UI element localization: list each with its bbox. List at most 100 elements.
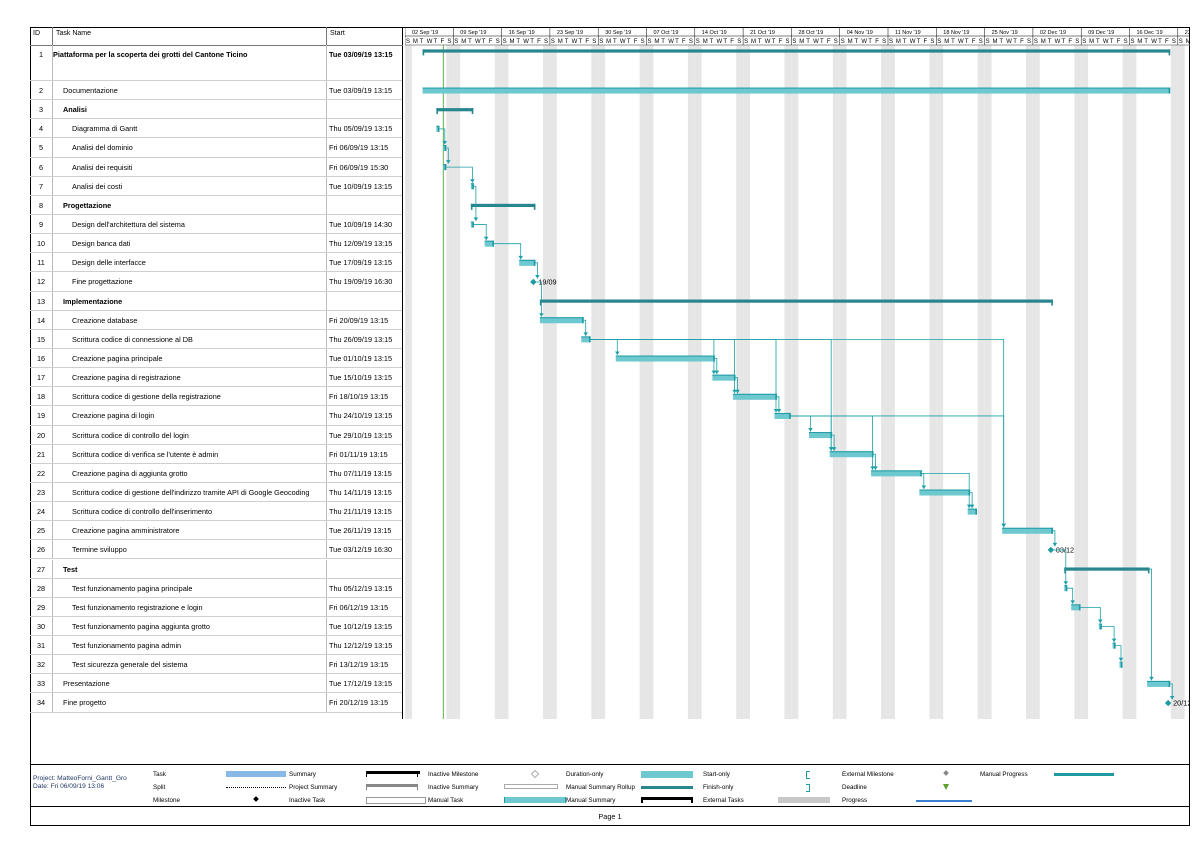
table-row[interactable]: 24 Scrittura codice di controllo dell'ins… — [30, 502, 402, 522]
table-row[interactable]: 8 Progettazione — [30, 195, 402, 215]
day-letter: W — [1151, 39, 1157, 45]
dependency-link — [494, 243, 522, 260]
column-header-start[interactable]: Start — [330, 30, 345, 37]
dependency-arrowhead — [921, 485, 927, 490]
day-letter: W — [861, 39, 867, 45]
week-label: 11 Nov '19 — [895, 30, 921, 36]
day-letter: M — [944, 39, 949, 45]
task-id: 31 — [30, 636, 53, 655]
table-row[interactable]: 17 Creazione pagina di registrazione Tue 1… — [30, 368, 402, 388]
weekend-shade — [687, 45, 695, 719]
legend-symbol-part — [366, 771, 367, 777]
table-row[interactable]: 19 Creazione pagina di login Thu 24/10/19 … — [30, 406, 402, 426]
table-row[interactable]: 5 Analisi del dominio Fri 06/09/19 13:15 — [30, 138, 402, 158]
table-row[interactable]: 30 Test funzionamento pagina aggiunta gro… — [30, 616, 402, 637]
dependency-arrowhead — [442, 140, 448, 145]
table-row[interactable]: 22 Creazione pagina di aggiunta grotto Thu… — [30, 463, 402, 483]
table-row[interactable]: 27 Test — [30, 559, 402, 579]
day-letter: T — [661, 39, 665, 45]
day-letter: S — [447, 39, 451, 45]
legend-label-duration-only: Duration-only — [566, 771, 604, 778]
table-row[interactable]: 31 Test funzionamento pagina admin Thu 12/… — [30, 636, 402, 656]
task-bar-top-edge — [1147, 680, 1171, 682]
task-bar — [615, 355, 715, 362]
task-bar — [712, 374, 736, 381]
day-letter: T — [1096, 39, 1100, 45]
legend-symbol-project-summary — [366, 784, 428, 792]
milestone-diamond — [1047, 546, 1055, 554]
day-letter: M — [799, 39, 804, 45]
table-row[interactable]: 25 Creazione pagina amministratore Tue 26/… — [30, 521, 402, 541]
table-row[interactable]: 3 Analisi — [30, 100, 402, 120]
dependency-arrowhead — [518, 255, 523, 260]
table-row[interactable]: 28 Test funzionamento pagina principale Th… — [30, 578, 402, 598]
table-row[interactable]: 20 Scrittura codice di controllo del logi… — [30, 425, 402, 445]
dependency-arrowhead — [1063, 581, 1069, 585]
dependency-arrowhead — [1052, 542, 1058, 547]
dependency-arrowhead — [1070, 600, 1075, 604]
column-header-id[interactable]: ID — [30, 27, 53, 45]
legend-symbol-manual-summary-rollup — [641, 784, 703, 792]
table-row[interactable]: 21 Scrittura codice di verifica se l'uten… — [30, 444, 402, 464]
table-row[interactable]: 29 Test funzionamento registrazione e log… — [30, 597, 402, 617]
summary-bar — [1064, 567, 1150, 571]
day-letter: T — [1062, 39, 1066, 45]
weekend-shade — [1032, 45, 1040, 719]
table-row[interactable]: 1 Piattaforma per la scoperta dei grotti … — [30, 45, 402, 81]
legend-label-manual-progress: Manual Progress — [980, 771, 1028, 778]
table-row[interactable]: 11 Design delle interfacce Tue 17/09/19 13… — [30, 253, 402, 273]
task-bar-top-edge — [967, 508, 978, 510]
table-row[interactable]: 10 Design banca dati Thu 12/09/19 13:15 — [30, 234, 402, 254]
task-bar — [1002, 527, 1053, 534]
day-letter: T — [806, 39, 810, 45]
task-start: Fri 20/12/19 13:15 — [329, 698, 389, 708]
legend-label-external-milestone: External Milestone — [842, 771, 894, 778]
dependency-link — [1115, 645, 1122, 662]
day-letter: F — [875, 39, 879, 45]
table-row[interactable]: 16 Creazione pagina principale Tue 01/10/1… — [30, 348, 402, 369]
weekend-shade — [591, 45, 599, 719]
table-row[interactable]: 18 Scrittura codice di gestione della reg… — [30, 387, 402, 407]
table-row[interactable]: 26 Termine sviluppo Tue 03/12/19 16:30 — [30, 540, 402, 560]
dependency-link — [1149, 568, 1152, 681]
table-row[interactable]: 9 Design dell'architettura del sistema Tue… — [30, 214, 402, 235]
table-row[interactable]: 15 Scrittura codice di connessione al DB T… — [30, 329, 402, 349]
task-name: Analisi — [53, 100, 327, 119]
task-bar — [871, 470, 922, 477]
page-footer: Page 1 — [30, 806, 1190, 826]
day-letter: F — [1020, 39, 1024, 45]
table-row[interactable]: 4 Diagramma di Gantt Thu 05/09/19 13:15 — [30, 119, 402, 139]
table-row[interactable]: 2 Documentazione Tue 03/09/19 13:15 — [30, 81, 402, 101]
table-row[interactable]: 12 Fine progettazione Thu 19/09/19 16:30 — [30, 272, 402, 292]
dependency-arrowhead — [445, 160, 451, 164]
day-letter: T — [951, 39, 955, 45]
task-start — [327, 292, 402, 310]
day-letter: W — [523, 39, 529, 45]
legend-label-task: Task — [153, 771, 166, 778]
task-name: Creazione pagina di aggiunta grotto — [53, 463, 327, 482]
day-letter: T — [468, 39, 472, 45]
dependency-arrowhead — [966, 504, 972, 509]
table-row[interactable]: 13 Implementazione — [30, 291, 402, 311]
day-letter: W — [910, 39, 916, 45]
day-letter: F — [585, 39, 589, 45]
table-row[interactable]: 33 Presentazione Tue 17/12/19 13:15 — [30, 674, 402, 694]
day-letter: F — [1117, 39, 1121, 45]
table-row[interactable]: 32 Test sicurezza generale del sistema Fri… — [30, 655, 402, 675]
table-row[interactable]: 14 Creazione database Fri 20/09/19 13:15 — [30, 310, 402, 330]
week-label: 09 Dec '19 — [1088, 30, 1114, 36]
table-row[interactable]: 23 Scrittura codice di gestione dell'indi… — [30, 482, 402, 503]
day-letter: M — [896, 39, 901, 45]
table-row[interactable]: 34 Fine progetto Fri 20/12/19 13:15 — [30, 693, 402, 713]
table-row[interactable]: 7 Analisi dei costi Tue 10/09/19 13:15 — [30, 176, 402, 196]
table-row[interactable]: 6 Analisi dei requisiti Fri 06/09/19 15:30 — [30, 157, 402, 177]
task-start — [327, 560, 402, 578]
column-header-task-name[interactable]: Task Name — [53, 27, 327, 45]
summary-bar — [470, 203, 536, 208]
day-letter: F — [441, 39, 445, 45]
project-date: Date: Fri 06/09/19 13:06 — [33, 783, 105, 790]
summary-bar-end-cap — [1168, 49, 1171, 56]
day-letter: S — [1179, 39, 1183, 45]
legend-symbol-duration-only — [641, 771, 703, 779]
task-start: Thu 19/09/19 16:30 — [329, 277, 393, 287]
